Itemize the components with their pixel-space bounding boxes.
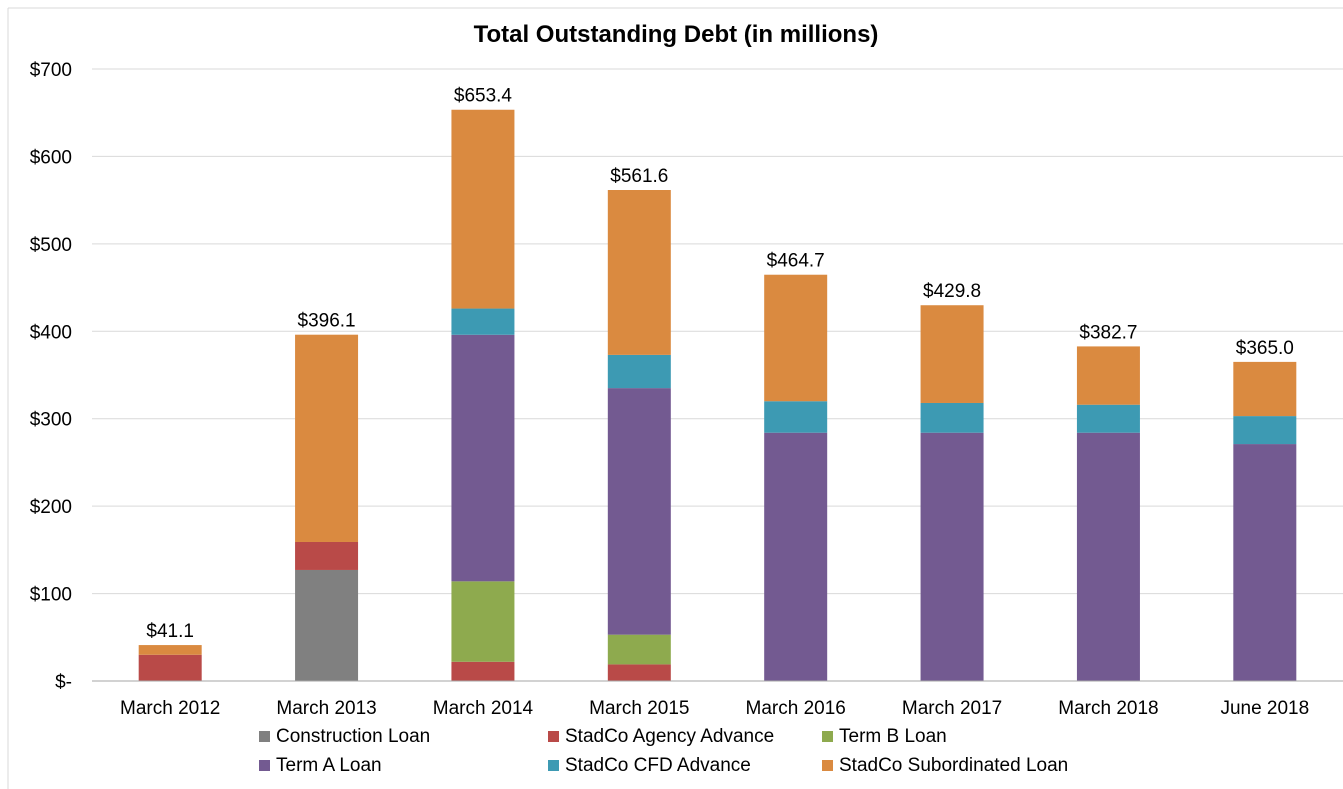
x-tick-label: March 2012 xyxy=(120,698,220,719)
legend-swatch xyxy=(259,731,270,742)
bar-segment xyxy=(764,274,828,402)
bar-segment xyxy=(451,661,515,681)
bar-segment xyxy=(295,541,359,570)
bar-segment xyxy=(1076,346,1140,405)
bar-segment xyxy=(1233,444,1297,681)
legend-label: Construction Loan xyxy=(276,726,430,747)
y-tick-label: $- xyxy=(55,672,72,693)
x-tick-label: March 2014 xyxy=(433,698,534,719)
y-axis-ticks: $- $100 $200 $300 $400 $500 $600 $700 xyxy=(30,60,72,693)
bar-segment xyxy=(295,334,359,542)
bar-segment xyxy=(1233,361,1297,417)
x-tick-label: March 2017 xyxy=(902,698,1002,719)
y-tick-label: $300 xyxy=(30,410,72,431)
y-tick-label: $700 xyxy=(30,60,72,81)
y-tick-label: $600 xyxy=(30,147,72,168)
bar-segment xyxy=(1233,416,1297,445)
y-tick-label: $200 xyxy=(30,497,72,518)
bars xyxy=(138,109,1297,681)
y-tick-label: $100 xyxy=(30,585,72,606)
total-label: $561.6 xyxy=(610,166,668,187)
total-label: $464.7 xyxy=(767,251,825,272)
x-tick-label: June 2018 xyxy=(1220,698,1309,719)
legend-label: StadCo CFD Advance xyxy=(565,755,751,776)
total-label: $653.4 xyxy=(454,86,513,107)
y-tick-label: $500 xyxy=(30,235,72,256)
legend-swatch xyxy=(259,760,270,771)
y-tick-label: $400 xyxy=(30,322,72,343)
bar-segment xyxy=(607,354,671,389)
bar-segment xyxy=(295,569,359,681)
legend-swatch xyxy=(822,731,833,742)
bar-segment xyxy=(920,432,984,681)
x-tick-label: March 2016 xyxy=(746,698,846,719)
x-tick-label: March 2013 xyxy=(276,698,376,719)
total-labels: $41.1 $396.1 $653.4 $561.6 $464.7 $429.8 $382.… xyxy=(146,86,1293,642)
bar-segment xyxy=(607,664,671,681)
bar-segment xyxy=(138,645,202,655)
bar-segment xyxy=(607,190,671,355)
bar-segment xyxy=(920,305,984,403)
total-label: $429.8 xyxy=(923,281,981,302)
total-label: $41.1 xyxy=(146,621,194,642)
total-label: $382.7 xyxy=(1079,322,1137,343)
legend-swatch xyxy=(822,760,833,771)
bar-segment xyxy=(451,308,515,335)
legend-label: StadCo Subordinated Loan xyxy=(839,755,1068,776)
legend-swatch xyxy=(548,731,559,742)
total-label: $396.1 xyxy=(298,311,356,332)
legend-label: StadCo Agency Advance xyxy=(565,726,774,747)
bar-segment xyxy=(451,109,515,309)
total-label: $365.0 xyxy=(1236,338,1294,359)
chart-title: Total Outstanding Debt (in millions) xyxy=(474,21,879,48)
bar-segment xyxy=(1076,404,1140,433)
legend-swatch xyxy=(548,760,559,771)
legend: Construction Loan StadCo Agency Advance Te… xyxy=(259,726,1068,776)
bar-segment xyxy=(920,402,984,433)
bar-segment xyxy=(764,432,828,681)
bar-segment xyxy=(764,401,828,433)
bar-segment xyxy=(451,334,515,582)
legend-label: Term B Loan xyxy=(839,726,947,747)
legend-label: Term A Loan xyxy=(276,755,382,776)
bar-segment xyxy=(451,581,515,662)
bar-segment xyxy=(138,654,202,681)
x-tick-label: March 2015 xyxy=(589,698,689,719)
bar-segment xyxy=(607,634,671,665)
bar-segment xyxy=(607,388,671,635)
x-axis-ticks: March 2012 March 2013 March 2014 March 2015… xyxy=(120,698,1309,719)
x-tick-label: March 2018 xyxy=(1058,698,1158,719)
bar-segment xyxy=(1076,432,1140,681)
